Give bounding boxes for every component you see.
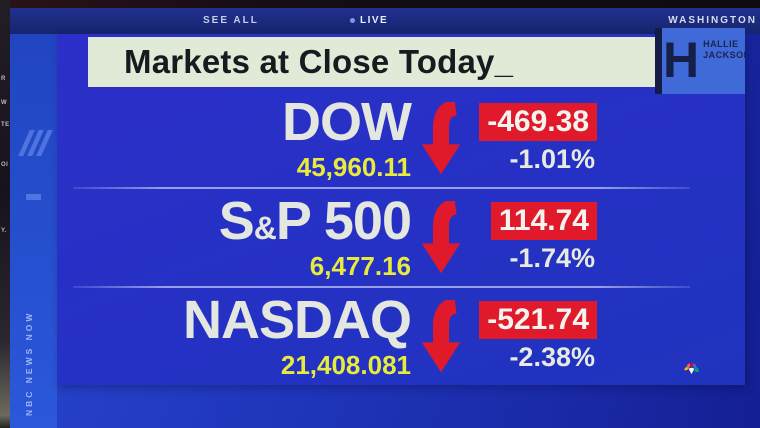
- studio-background-left: R W TE OI Y.: [0, 0, 10, 428]
- panel-title: Markets at Close Today_: [124, 43, 514, 80]
- edge-text-fragment: TE: [1, 122, 10, 128]
- index-symbol: NASDAQ: [182, 289, 412, 350]
- down-arrow-icon: [415, 299, 467, 374]
- index-name-and-close: NASDAQ 21,408.081: [57, 289, 415, 380]
- correspondent-bug: H HALLIE JACKSON J: [655, 28, 745, 94]
- row-divider: [73, 187, 690, 189]
- change-badge: 114.74: [490, 201, 597, 240]
- market-row-dow: DOW 45,960.11 -469.38 -1.01%: [57, 90, 745, 187]
- correspondent-first-name: HALLIE: [703, 39, 739, 49]
- change-percent: -1.74%: [509, 242, 595, 273]
- market-row-nasdaq: NASDAQ 21,408.081 -521.74 -2.38%: [57, 288, 745, 385]
- change-percent: -2.38%: [509, 341, 595, 372]
- top-nav-bar: SEE ALL LIVE WASHINGTON: [10, 8, 760, 34]
- change-badge: -521.74: [479, 300, 597, 339]
- edge-text-fragment: W: [1, 100, 8, 106]
- down-arrow-icon: [415, 200, 467, 275]
- live-dot-icon: [350, 18, 355, 23]
- index-name-and-close: S&P 500 6,477.16: [57, 190, 415, 281]
- index-symbol: S&P 500: [218, 190, 412, 251]
- index-close-value: 45,960.11: [296, 151, 411, 182]
- correspondent-initial-left: H: [663, 32, 700, 88]
- nbc-dash-watermark-icon: [26, 194, 41, 200]
- edge-text-fragment: OI: [1, 162, 9, 168]
- index-close-value: 6,477.16: [309, 250, 411, 281]
- live-label: LIVE: [360, 15, 389, 26]
- nbc-peacock-icon: [684, 362, 699, 380]
- network-name-vertical-label: NBC NEWS NOW: [24, 310, 34, 416]
- index-name-and-close: DOW 45,960.11: [57, 91, 415, 182]
- change-badge: -469.38: [479, 102, 597, 141]
- index-change-block: -521.74 -2.38%: [467, 300, 597, 373]
- index-change-block: -469.38 -1.01%: [467, 102, 597, 175]
- nbc-slashes-watermark-icon: [18, 130, 53, 156]
- market-row-sp500: S&P 500 6,477.16 114.74 -1.74%: [57, 189, 745, 286]
- index-change-block: 114.74 -1.74%: [467, 201, 597, 274]
- location-label: WASHINGTON: [668, 15, 757, 26]
- panel-title-bar: Markets at Close Today_: [88, 37, 656, 87]
- live-indicator: LIVE: [350, 15, 388, 26]
- index-symbol: DOW: [282, 91, 412, 152]
- markets-panel: Markets at Close Today_ H HALLIE JACKSON…: [57, 28, 745, 385]
- correspondent-last-name: JACKSON: [703, 50, 745, 60]
- down-arrow-icon: [415, 101, 467, 176]
- edge-text-fragment: R: [1, 76, 6, 82]
- row-divider: [73, 286, 690, 288]
- change-percent: -1.01%: [509, 143, 595, 174]
- network-side-strip: NBC NEWS NOW: [10, 34, 57, 428]
- studio-background-top: [0, 0, 760, 10]
- see-all-button[interactable]: SEE ALL: [203, 15, 259, 26]
- market-rows: DOW 45,960.11 -469.38 -1.01% S&P 50: [57, 90, 745, 385]
- broadcast-screen: SEE ALL LIVE WASHINGTON NBC NEWS NOW Mar…: [10, 8, 760, 428]
- correspondent-name: HALLIE JACKSON: [703, 39, 745, 94]
- edge-text-fragment: Y.: [1, 228, 8, 234]
- index-close-value: 21,408.081: [280, 349, 411, 380]
